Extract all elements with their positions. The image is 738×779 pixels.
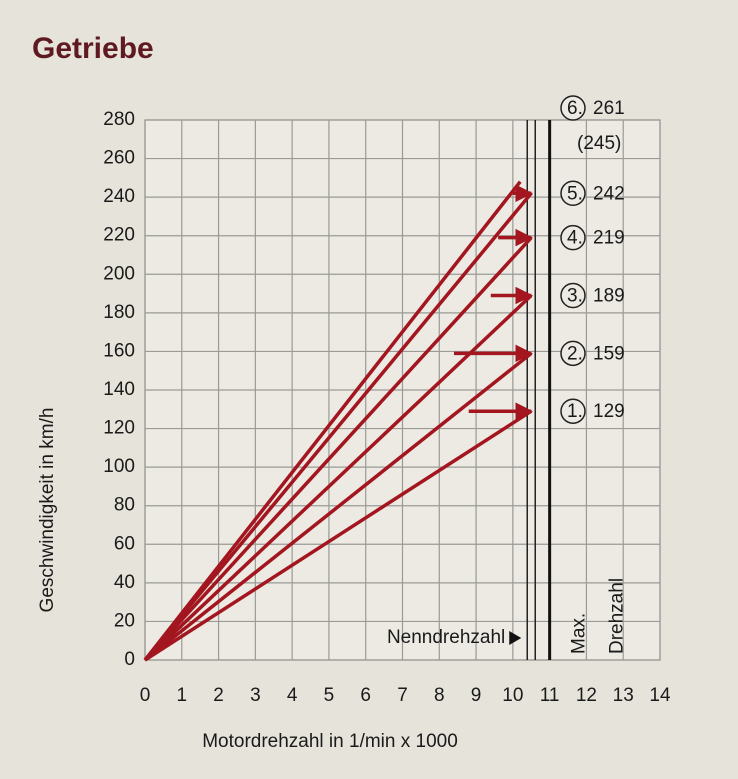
x-tick-label: 6: [360, 685, 371, 706]
x-tick-label: 13: [613, 685, 634, 706]
x-tick-label: 5: [324, 685, 335, 706]
gear-number: 1.: [567, 401, 583, 422]
gear-circle: [560, 224, 586, 251]
gear-speed: 129: [593, 401, 625, 422]
y-axis-label: Geschwindigkeit in km/h: [37, 408, 58, 613]
x-tick-label: 1: [176, 685, 187, 706]
x-axis-label: Motordrehzahl in 1/min x 1000: [202, 731, 458, 752]
x-tick-label: 2: [213, 685, 224, 706]
y-tick-label: 60: [114, 533, 135, 554]
reference-label: Nenndrehzahl: [387, 627, 505, 648]
x-tick-label: 11: [540, 685, 560, 706]
y-tick-label: 140: [103, 379, 135, 400]
x-tick-label: 8: [434, 685, 445, 706]
y-tick-label: 240: [103, 186, 135, 207]
gear-speed: 242: [593, 183, 625, 204]
gear-number: 3.: [567, 286, 583, 307]
gear-line: [143, 192, 533, 662]
y-tick-label: 200: [103, 263, 135, 284]
y-tick-label: 80: [114, 495, 135, 516]
y-tick-label: 0: [124, 649, 135, 670]
gear-circle: [560, 340, 586, 367]
gear-line: [143, 236, 533, 662]
y-tick-label: 220: [103, 225, 135, 246]
x-tick-label: 3: [250, 685, 261, 706]
y-tick-label: 120: [103, 418, 135, 439]
gear-number: 2.: [567, 343, 583, 364]
gear-circle: [560, 282, 586, 309]
gear-number: 5.: [567, 183, 583, 204]
gear-speed: 159: [593, 343, 625, 364]
gear-line: [143, 351, 533, 662]
gear-speed: 219: [593, 228, 625, 249]
gear-circle: [560, 95, 586, 121]
x-tick-label: 0: [140, 685, 151, 706]
gear-number: 4.: [567, 228, 583, 249]
y-tick-label: 180: [103, 302, 135, 323]
gear-circle: [560, 398, 586, 424]
y-tick-label: 260: [103, 148, 135, 169]
gear-line: [143, 294, 533, 662]
gear-circle: [560, 180, 586, 207]
y-tick-label: 40: [114, 572, 135, 593]
y-tick-label: 160: [103, 340, 135, 361]
reference-label: Drehzahl: [607, 578, 628, 654]
x-tick-label: 9: [471, 685, 482, 706]
gear-line: [144, 409, 533, 662]
x-tick-label: 10: [502, 685, 523, 706]
y-tick-label: 280: [103, 109, 135, 130]
y-tick-label: 20: [114, 610, 135, 631]
gear-note: (245): [577, 133, 621, 154]
gear-number: 6.: [567, 98, 583, 119]
gear-line: [143, 180, 522, 662]
reference-label: Max.: [569, 613, 590, 654]
gear-speed: 189: [593, 286, 625, 307]
gear-speed: 261: [593, 98, 625, 119]
x-tick-label: 14: [649, 685, 671, 706]
chart-title: Getriebe: [32, 32, 154, 65]
y-tick-label: 100: [103, 456, 135, 477]
x-tick-label: 12: [576, 685, 597, 706]
x-tick-label: 7: [397, 685, 408, 706]
reference-arrow: [509, 631, 522, 645]
x-tick-label: 4: [287, 685, 298, 706]
